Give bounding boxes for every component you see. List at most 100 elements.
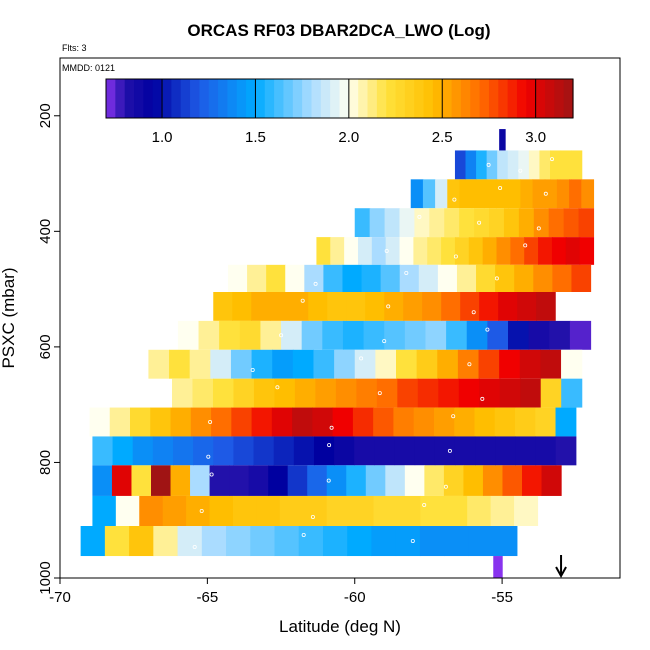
colorbar-cell: [171, 79, 182, 118]
heatmap-cell: [468, 526, 494, 557]
colorbar: 1.0 1.5 2.0 2.5 3.0: [105, 78, 574, 146]
heatmap-cell: [474, 208, 490, 238]
chart-title: ORCAS RF03 DBAR2DCA_LWO (Log): [187, 21, 490, 40]
heatmap-cell: [356, 378, 378, 408]
heatmap-cell: [151, 465, 172, 496]
heatmap-cell: [395, 526, 421, 557]
heatmap-cell: [365, 465, 386, 496]
heatmap-cell: [177, 320, 200, 350]
heatmap-cell: [499, 378, 521, 408]
data-point-marker: [467, 362, 472, 367]
heatmap-cell: [251, 349, 273, 379]
heatmap-cell: [209, 495, 234, 526]
heatmap-cell: [384, 292, 404, 321]
data-point-marker: [410, 539, 415, 544]
heatmap-cell: [581, 179, 595, 209]
heatmap-cell: [493, 556, 503, 578]
heatmap-cell: [334, 436, 355, 466]
heatmap-cell: [274, 378, 296, 408]
heatmap-cell: [219, 320, 241, 350]
heatmap-cell: [517, 292, 537, 321]
heatmap-cell: [373, 407, 395, 437]
heatmap-cell: [535, 436, 557, 466]
data-point-marker: [477, 220, 482, 225]
data-markers: [192, 157, 555, 550]
heatmap-cell: [419, 526, 445, 557]
colorbar-cell: [227, 79, 238, 118]
heatmap-cell: [210, 349, 232, 379]
heatmap-cell: [397, 378, 419, 408]
heatmap-cell: [424, 465, 445, 496]
colorbar-cell: [414, 79, 425, 118]
heatmap-cell: [563, 208, 580, 238]
arrow-marker: [555, 555, 567, 579]
data-point-marker: [451, 414, 456, 419]
heatmap-cell: [479, 292, 499, 321]
data-point-marker: [417, 214, 422, 219]
heatmap-cell: [502, 465, 523, 496]
heatmap-cell: [433, 407, 455, 437]
heatmap-cell: [459, 179, 473, 209]
heatmap-cell: [172, 378, 194, 408]
heatmap-cell: [476, 264, 496, 292]
heatmap-cell: [429, 208, 445, 238]
colorbar-cell: [255, 79, 266, 118]
heatmap-cell: [384, 208, 401, 238]
heatmap-cell: [533, 264, 553, 292]
heatmap-cell: [532, 179, 546, 209]
heatmap-cell: [213, 292, 233, 321]
colorbar-cell: [358, 79, 369, 118]
heatmap-cell: [229, 465, 250, 496]
heatmap-cell: [463, 465, 484, 496]
heatmap-cell: [148, 349, 170, 379]
heatmap-cell: [361, 264, 382, 292]
heatmap-cell: [92, 465, 113, 496]
heatmap-cell: [177, 526, 203, 557]
heatmap-cell: [518, 150, 530, 180]
heatmap-cell: [251, 407, 273, 437]
heatmap-cell: [444, 526, 469, 557]
heatmap-cell: [540, 349, 562, 379]
colorbar-cell: [218, 79, 229, 118]
heatmap-cell: [444, 208, 460, 238]
heatmap-cell: [169, 349, 191, 379]
heatmap-cell: [153, 526, 179, 557]
data-point-marker: [452, 197, 457, 202]
colorbar-cell: [460, 79, 471, 118]
heatmap-cell: [322, 526, 348, 557]
heatmap-cell: [312, 407, 334, 437]
heatmap-cell: [198, 320, 220, 350]
heatmap-cell: [152, 436, 174, 466]
heatmap-cell: [326, 495, 351, 526]
x-tick-label: -60: [344, 589, 366, 606]
heatmap-cell: [441, 292, 461, 321]
x-tick-label: -55: [491, 589, 513, 606]
heatmap-cell: [413, 407, 435, 437]
heatmap-cell: [384, 320, 406, 350]
heatmap-cell: [443, 465, 465, 496]
heatmap-cell: [112, 436, 134, 466]
heatmap-cell: [482, 237, 498, 265]
heatmap-cell: [446, 320, 468, 350]
heatmap-cell: [475, 436, 496, 466]
data-point-marker: [208, 419, 213, 424]
heatmap-cell: [492, 526, 518, 557]
heatmap-cell: [414, 436, 436, 466]
colorbar-tick-label: 2.0: [338, 129, 359, 146]
heatmap-cell: [490, 495, 515, 526]
data-point-marker: [485, 327, 490, 332]
heatmap-cell: [420, 495, 445, 526]
heatmap-cell: [334, 349, 356, 379]
heatmap-cell: [510, 237, 525, 265]
heatmap-cell: [465, 150, 477, 180]
heatmap-cell: [476, 150, 488, 180]
colorbar-cell: [498, 79, 509, 118]
heatmap-cell: [456, 264, 477, 292]
heatmap-cell: [307, 465, 328, 496]
colorbar-cell: [106, 79, 116, 118]
heatmap-cell: [253, 436, 275, 466]
heatmap-cell: [231, 407, 253, 437]
heatmap-cell: [326, 465, 347, 496]
heatmap-cell: [350, 495, 375, 526]
heatmap-cell: [571, 264, 592, 292]
